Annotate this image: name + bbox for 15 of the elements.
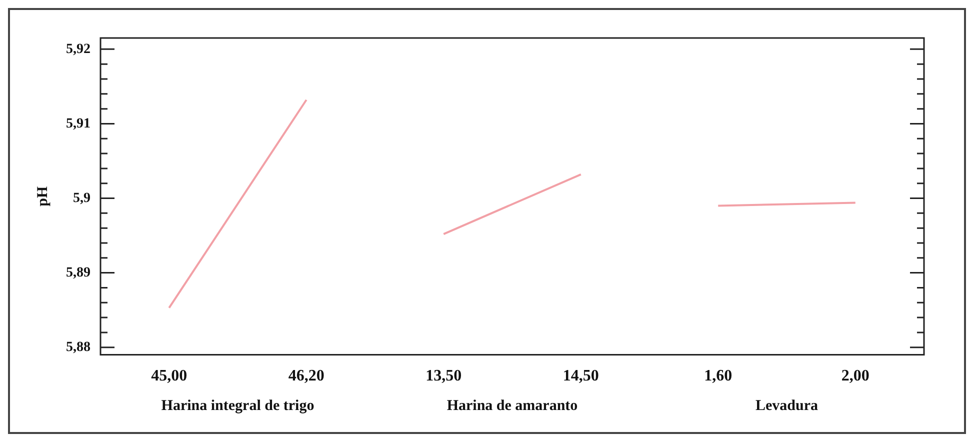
- text: Levadura: [755, 398, 818, 414]
- y-tick-label: 5,88: [66, 340, 90, 355]
- y-tick-label: 5,91: [66, 116, 90, 132]
- x-tick-label: 45,00: [151, 368, 188, 385]
- x-tick-label: 2,00: [841, 368, 870, 385]
- y-tick-label: 5,92: [66, 42, 90, 57]
- y-tick-label: 5,9: [73, 190, 90, 206]
- y-axis-title: pH: [34, 186, 51, 206]
- x-tick-label: 14,50: [562, 368, 599, 385]
- text: Harina integral de trigo: [161, 398, 314, 414]
- y-tick-label: 5,89: [66, 265, 90, 280]
- x-tick-label: 46,20: [288, 368, 324, 385]
- text: Harina de amaranto: [446, 398, 578, 414]
- x-tick-label: 1,60: [704, 368, 732, 385]
- x-tick-label: 13,50: [426, 368, 462, 385]
